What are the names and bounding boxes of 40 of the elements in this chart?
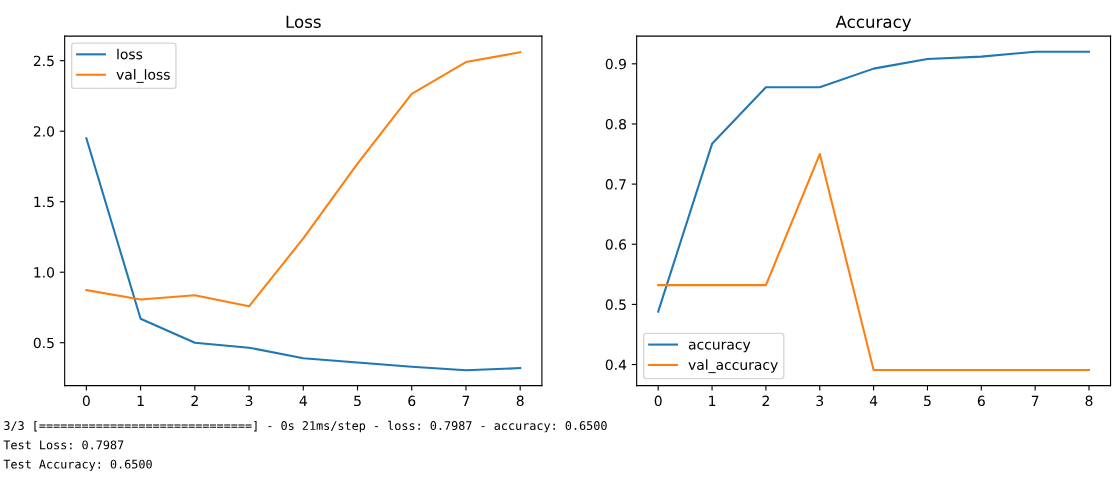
- text: Test Loss: 0.7987: [3, 440, 124, 450]
- text: 3/3 [==============================] - 0s 21ms/step - loss: 0.7987 - accuracy: 0.6500: [4, 420, 607, 433]
- line-series: [85, 137, 522, 372]
- y-tick-label: 0.8: [605, 118, 626, 130]
- legend-label: loss: [117, 48, 143, 60]
- y-tick-label: 0.5: [605, 299, 626, 310]
- x-tick-label: 8: [516, 395, 524, 407]
- y-tick-label: 0.5: [33, 337, 54, 349]
- y-tick-label: 0.7: [605, 179, 626, 190]
- legend-label: accuracy: [688, 341, 751, 353]
- x-tick-label: 5: [924, 395, 931, 407]
- chart-title: Accuracy: [835, 15, 912, 32]
- x-tick-label: 4: [299, 395, 307, 406]
- x-tick-label: 8: [1085, 395, 1093, 407]
- x-tick-label: 4: [869, 395, 878, 406]
- legend-label: val_loss: [116, 69, 170, 83]
- x-tick-label: 1: [137, 395, 144, 406]
- x-tick-label: 2: [191, 395, 198, 406]
- x-tick-label: 0: [82, 395, 90, 407]
- x-tick-label: 7: [462, 395, 470, 406]
- x-tick-label: 0: [654, 395, 662, 407]
- x-tick-label: 6: [408, 395, 416, 407]
- y-tick-label: 0.4: [605, 359, 627, 371]
- x-tick-label: 7: [1031, 395, 1039, 406]
- x-tick-label: 2: [762, 395, 769, 406]
- x-tick-label: 3: [245, 395, 253, 407]
- text: Test Accuracy: 0.6500: [3, 459, 152, 471]
- x-tick-label: 3: [816, 395, 824, 407]
- x-tick-label: 5: [354, 395, 361, 407]
- y-tick-label: 1.0: [34, 267, 55, 278]
- x-tick-label: 1: [709, 395, 716, 406]
- y-tick-label: 2.0: [33, 126, 55, 137]
- x-tick-label: 6: [977, 395, 985, 407]
- y-tick-label: 2.5: [33, 55, 54, 67]
- legend-label: val_accuracy: [688, 359, 778, 374]
- y-tick-label: 0.9: [605, 58, 626, 70]
- y-tick-label: 0.6: [605, 239, 627, 250]
- line-series: [657, 50, 1091, 313]
- y-tick-label: 1.5: [34, 196, 54, 208]
- chart-title: Loss: [286, 15, 321, 29]
